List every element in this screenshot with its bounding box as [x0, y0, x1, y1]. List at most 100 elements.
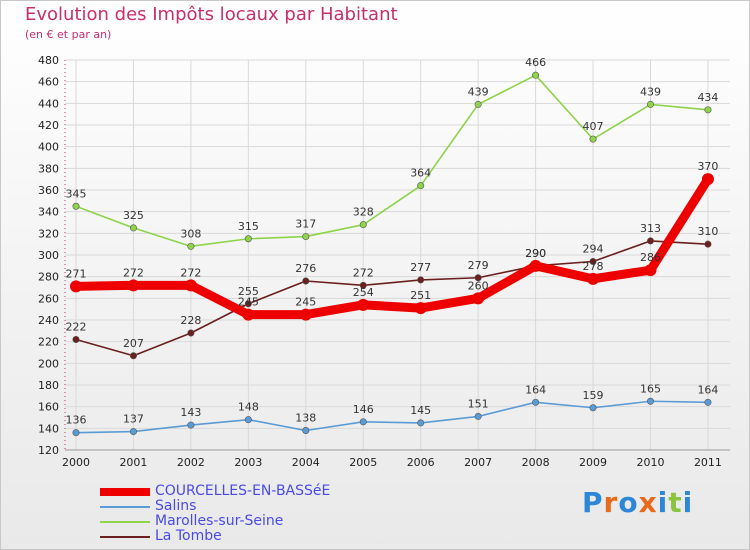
data-label: 276 [295, 262, 316, 275]
data-point [704, 106, 712, 114]
data-label: 272 [123, 266, 144, 279]
legend-item: Marolles-sur-Seine [100, 514, 400, 529]
data-point [417, 182, 425, 190]
data-point [72, 335, 80, 343]
data-point [589, 257, 597, 265]
data-label: 310 [697, 225, 718, 238]
logo-letter: P [582, 486, 604, 519]
data-label: 286 [640, 251, 661, 264]
y-tick-label: 340 [38, 206, 59, 219]
legend-swatch [100, 536, 150, 538]
data-point [704, 398, 712, 406]
logo-letter: o [618, 486, 639, 519]
data-label: 279 [468, 259, 489, 272]
data-label: 290 [525, 247, 546, 260]
data-point [474, 412, 482, 420]
x-tick-label: 2005 [349, 456, 377, 469]
logo-letter: x [638, 486, 658, 519]
data-label: 245 [295, 296, 316, 309]
data-label: 345 [66, 187, 87, 200]
y-tick-label: 280 [38, 271, 59, 284]
chart-subtitle: (en € et par an) [25, 28, 112, 41]
data-label: 260 [468, 279, 489, 292]
chart-title: Evolution des Impôts locaux par Habitant [25, 4, 398, 25]
data-point [414, 302, 427, 315]
data-label: 370 [697, 160, 718, 173]
data-label: 159 [583, 389, 604, 402]
y-tick-label: 160 [38, 401, 59, 414]
data-point [644, 264, 657, 277]
x-tick-label: 2004 [292, 456, 320, 469]
y-tick-label: 220 [38, 336, 59, 349]
x-tick-label: 2009 [579, 456, 607, 469]
data-label: 251 [410, 289, 431, 302]
grid [65, 59, 730, 451]
legend-swatch [100, 506, 150, 508]
data-point [129, 352, 137, 360]
data-point [701, 173, 714, 186]
legend-item: Salins [100, 499, 400, 514]
axes: 120 140 160 180 200 220 240 260 280 300 320 340 360 3… [38, 54, 730, 469]
x-tick-label: 2000 [62, 456, 90, 469]
line-chart: 120 140 160 180 200 220 240 260 280 300 320 340 360 3… [38, 54, 730, 469]
legend-label: COURCELLES-EN-BASSéE [155, 483, 331, 499]
data-point [417, 419, 425, 427]
data-point [72, 429, 80, 437]
data-label: 278 [583, 260, 604, 273]
data-point [646, 100, 654, 108]
data-label: 146 [353, 403, 374, 416]
data-point [302, 233, 310, 241]
y-tick-label: 300 [38, 249, 59, 262]
data-point [646, 397, 654, 405]
data-label: 277 [410, 261, 431, 274]
x-tick-label: 2006 [407, 456, 435, 469]
data-label: 145 [410, 404, 431, 417]
legend-swatch [100, 521, 150, 523]
data-point [704, 240, 712, 248]
data-label: 325 [123, 209, 144, 222]
data-point [244, 416, 252, 424]
data-point [589, 404, 597, 412]
x-tick-label: 2003 [234, 456, 262, 469]
x-tick-label: 2001 [119, 456, 147, 469]
legend-label: Salins [155, 498, 197, 514]
data-label: 294 [583, 243, 604, 256]
logo-letter: i [657, 486, 669, 519]
data-point [187, 421, 195, 429]
series-line [75, 240, 709, 357]
data-label: 245 [238, 296, 259, 309]
y-tick-label: 400 [38, 141, 59, 154]
data-point [359, 418, 367, 426]
data-point [474, 100, 482, 108]
data-label: 308 [180, 227, 201, 240]
legend: COURCELLES-EN-BASSéE Salins Marolles-sur-S… [100, 484, 400, 544]
data-label: 315 [238, 220, 259, 233]
data-label: 136 [66, 414, 87, 427]
data-label: 138 [295, 412, 316, 425]
data-point [357, 298, 370, 311]
data-point [184, 279, 197, 292]
legend-swatch [100, 488, 150, 496]
data-point [127, 279, 140, 292]
data-point [72, 202, 80, 210]
data-label: 407 [583, 120, 604, 133]
logo-letter: t [668, 486, 683, 519]
data-label: 272 [180, 266, 201, 279]
data-label: 228 [180, 314, 201, 327]
data-point [472, 292, 485, 305]
data-label: 290 [525, 247, 546, 260]
x-tick-label: 2011 [694, 456, 722, 469]
data-point [244, 300, 252, 308]
series-line [71, 174, 713, 320]
data-point [474, 274, 482, 282]
logo-letter: i [682, 486, 694, 519]
legend-item: COURCELLES-EN-BASSéE [100, 484, 400, 499]
data-label: 143 [180, 406, 201, 419]
y-tick-label: 360 [38, 184, 59, 197]
data-label: 151 [468, 397, 489, 410]
x-tick-label: 2008 [522, 456, 550, 469]
y-tick-label: 180 [38, 379, 59, 392]
y-tick-label: 120 [38, 444, 59, 457]
data-point [70, 280, 82, 293]
legend-item: La Tombe [100, 529, 400, 544]
